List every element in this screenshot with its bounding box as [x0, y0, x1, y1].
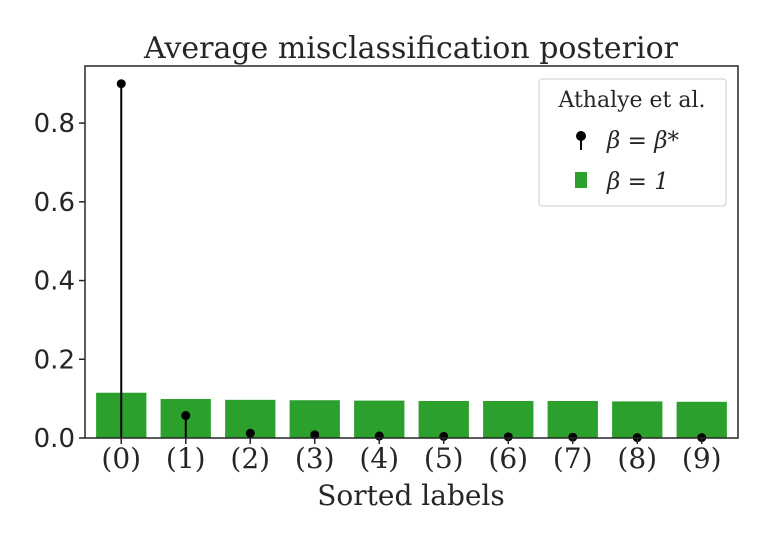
bar	[418, 400, 469, 438]
x-tick-label: (9)	[682, 442, 722, 475]
plot-area	[96, 79, 727, 443]
x-tick-label: (7)	[553, 442, 593, 475]
bar	[676, 401, 727, 438]
legend-title: Athalye et al.	[557, 88, 705, 113]
x-tick-label: (3)	[295, 442, 335, 475]
legend: Athalye et al. β = β* β = 1	[538, 78, 727, 207]
y-tick-label: 0.2	[34, 345, 75, 375]
bar	[612, 401, 663, 438]
y-tick-label: 0.6	[34, 188, 75, 218]
x-tick-label: (1)	[166, 442, 206, 475]
x-tick-label: (4)	[359, 442, 399, 475]
legend-entry-bar: β = 1	[606, 169, 669, 195]
y-axis: 0.0 0.2 0.4 0.6 0.8	[34, 109, 85, 454]
x-axis: (0) (1) (2) (3) (4) (5) (6) (7) (8) (9)	[101, 438, 722, 475]
y-tick-label: 0.8	[34, 109, 75, 139]
legend-stem-marker	[576, 131, 586, 141]
stem-marker	[503, 432, 513, 442]
bar-series	[96, 392, 727, 438]
chart-title: Average misclassification posterior	[143, 31, 679, 66]
stem-marker	[116, 79, 126, 89]
plot-frame	[84, 65, 739, 439]
x-tick-label: (8)	[617, 442, 657, 475]
x-tick-label: (5)	[424, 442, 464, 475]
bar	[547, 400, 598, 438]
stem-marker	[310, 430, 320, 440]
x-tick-label: (6)	[488, 442, 528, 475]
legend-bar-swatch	[575, 172, 587, 188]
x-axis-label: Sorted labels	[317, 479, 505, 512]
x-tick-label: (2)	[230, 442, 270, 475]
legend-entry-stem: β = β*	[606, 128, 679, 154]
y-tick-label: 0.4	[34, 267, 75, 297]
stem-marker	[181, 411, 191, 421]
y-tick-label: 0.0	[34, 424, 75, 454]
stem-marker	[568, 432, 578, 442]
x-tick-label: (0)	[101, 442, 141, 475]
stem-marker	[245, 428, 255, 438]
stem-series	[116, 79, 707, 443]
bar	[483, 400, 534, 438]
